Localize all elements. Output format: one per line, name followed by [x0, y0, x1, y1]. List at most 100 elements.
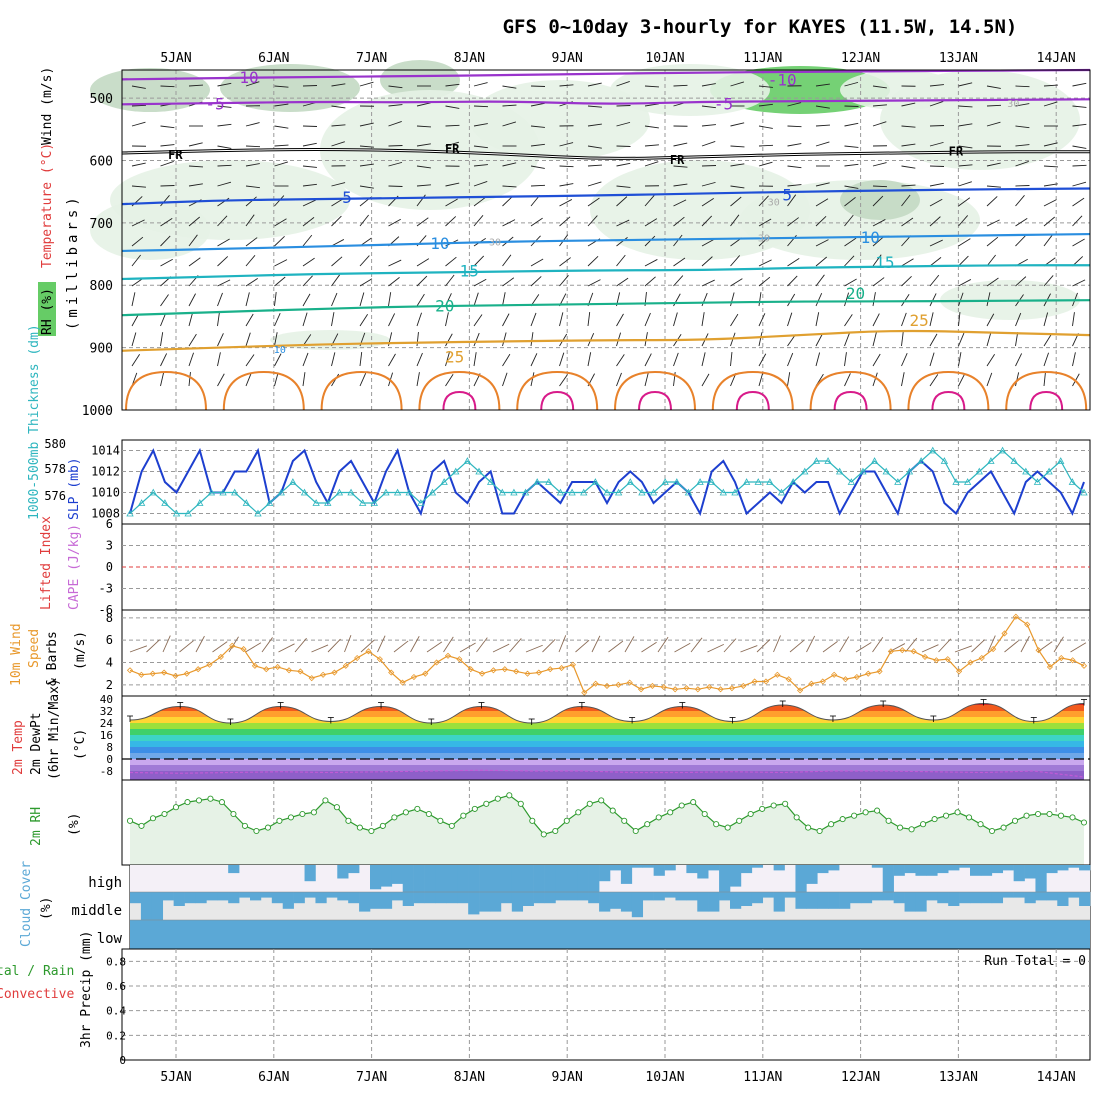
thickness-marker	[824, 457, 832, 464]
rh2m-marker	[644, 821, 651, 828]
wind-barb	[359, 185, 374, 189]
rh-color-key	[38, 282, 56, 336]
wind-barb	[958, 373, 966, 387]
cloud-bar	[893, 865, 905, 876]
rh2m-marker	[966, 814, 973, 821]
contour-label: 10	[861, 228, 880, 247]
wind-barb	[644, 259, 658, 267]
wind10-marker	[706, 683, 713, 691]
wind-label: Wind (m/s)	[40, 67, 55, 145]
wind-barb	[160, 332, 164, 347]
cloud-bar	[620, 865, 633, 884]
wind-barb	[986, 85, 1001, 89]
wind-barb	[502, 185, 517, 188]
wind10-marker	[490, 667, 497, 674]
thickness-marker	[580, 488, 588, 496]
rh2m-marker	[184, 799, 191, 806]
precip-panel: 0 0.2 0.4 0.6 0.8 Run Total = 0 tal / Rain C…	[0, 931, 1091, 1067]
wind10-barb	[773, 635, 781, 653]
wind-barb	[986, 332, 992, 347]
thickness-marker	[1033, 478, 1042, 485]
wind-barb	[1072, 105, 1087, 108]
cloud-bar	[446, 865, 458, 892]
wind-barb	[701, 141, 716, 147]
cloud-bar	[380, 865, 393, 887]
thickness-marker	[673, 478, 681, 485]
cloud-bar	[773, 892, 785, 912]
wind-barb	[388, 121, 402, 127]
cloud-bar	[588, 892, 600, 904]
cloud-bar	[511, 892, 524, 912]
wind-barb	[274, 332, 278, 347]
wind-barb	[844, 237, 857, 247]
wind-barb	[131, 121, 146, 127]
wind-barb	[302, 165, 317, 168]
wind-barb	[502, 353, 511, 367]
upper-panel-frame	[121, 69, 1091, 411]
cloud-bar	[490, 892, 502, 912]
wind-barb	[302, 199, 316, 207]
wind10-label-c: & Barbs	[45, 631, 60, 686]
wind10-barb	[987, 635, 996, 653]
wind10-barb	[888, 643, 906, 653]
wind-barb	[160, 217, 173, 227]
bottom-date-label: 13JAN	[939, 1070, 978, 1085]
wind-barb	[245, 237, 258, 247]
thickness-marker	[754, 478, 762, 485]
contour--10	[121, 68, 1091, 81]
thickness-marker	[568, 488, 576, 496]
wind-barb	[901, 275, 912, 287]
wind-barb	[644, 144, 659, 147]
wind-barb	[302, 352, 309, 367]
wind-barb	[1072, 82, 1087, 87]
rh2m-marker	[1011, 817, 1019, 824]
contour-label: 30	[489, 237, 501, 248]
wind-barb	[587, 197, 600, 207]
wind-barb	[929, 257, 942, 267]
thickness-marker	[1010, 457, 1018, 464]
wind-barb	[986, 121, 1001, 127]
wind10-marker	[388, 669, 395, 676]
wind-barb	[815, 352, 821, 367]
wind-barb	[958, 352, 962, 367]
cloud-bar	[555, 892, 567, 901]
wind10-barb	[723, 638, 737, 653]
wind-barb	[872, 185, 888, 188]
wind-barb	[787, 257, 800, 267]
cape-panel: 6 3 0 -3 -6 Lifted Index CAPE (J/kg)	[39, 516, 1091, 617]
wind-barb	[131, 162, 146, 167]
contour-label: FR	[445, 142, 460, 156]
wind10-barb	[162, 635, 171, 653]
thickness-marker	[731, 488, 739, 496]
wind-barb	[929, 182, 944, 187]
wind-barb	[217, 105, 232, 108]
thickness-marker	[486, 478, 495, 485]
cloud-bar	[631, 865, 644, 868]
temp-band	[130, 771, 1084, 780]
cloud-bar	[915, 865, 927, 876]
wind-barb	[587, 255, 599, 267]
thickness-marker	[987, 457, 995, 464]
precip-tick: 0.2	[106, 1029, 126, 1042]
thickness-marker	[789, 478, 797, 485]
temp-band	[130, 747, 1084, 753]
wind-barb	[188, 183, 203, 187]
wind-barb	[1043, 101, 1058, 107]
wind-barb	[673, 216, 685, 227]
thickness-marker	[405, 488, 413, 496]
thickness-marker	[440, 478, 448, 485]
wind-barb	[274, 259, 288, 267]
cloud-bars	[130, 865, 1091, 949]
wind-barb	[416, 143, 431, 147]
wind-barb	[587, 82, 602, 87]
wind-barb	[502, 104, 517, 107]
cloud-bar	[991, 892, 1004, 904]
wind-barb	[502, 85, 517, 89]
wind10-barb	[575, 639, 590, 653]
temperature-contours	[121, 68, 1091, 411]
wind-barb	[559, 352, 565, 367]
wind10m-panel: 2 4 6 8 10m Wind Speed & Barbs (m/s)	[9, 609, 1091, 697]
wind-tick: 2	[106, 678, 113, 692]
wind-barb	[701, 105, 716, 109]
precip-label-c: 3hr Precip (mm)	[79, 931, 94, 1048]
